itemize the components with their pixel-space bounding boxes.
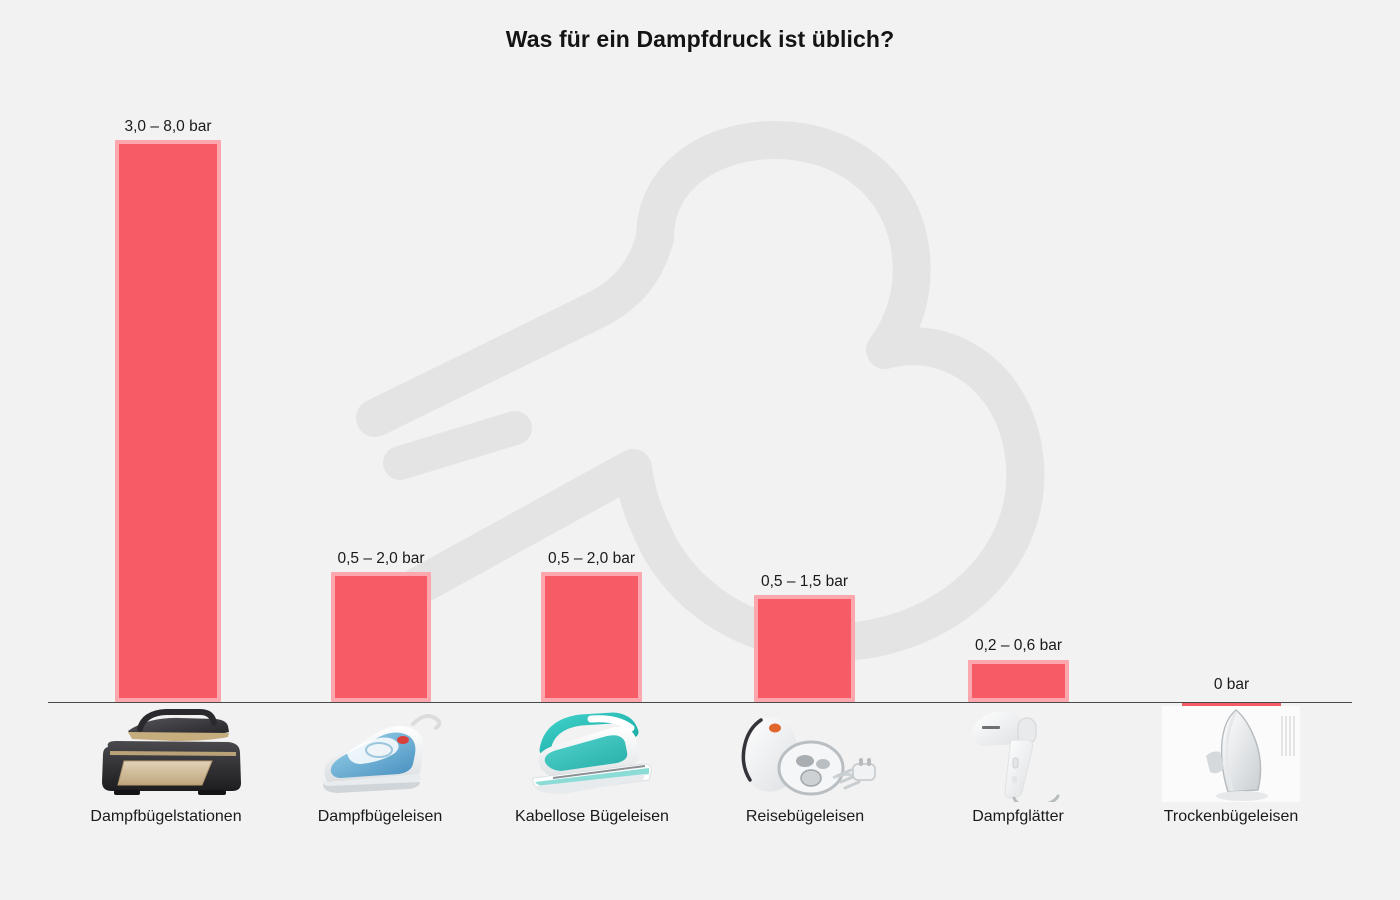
kabelloses-buegeleisen-photo <box>525 706 667 801</box>
bar-group-5: 0 bar <box>1182 676 1281 708</box>
bar-value-label: 3,0 – 8,0 bar <box>124 118 212 135</box>
cat-label-reisebuegeleisen: Reisebügeleisen <box>745 808 865 825</box>
cat-label-dampfbuegelstationen: Dampfbügelstationen <box>90 808 242 825</box>
bar-kabellose-buegeleisen[interactable] <box>541 572 642 702</box>
bar-dampfbuegeleisen[interactable] <box>331 572 431 702</box>
bar-dampfbuegelstationen[interactable] <box>115 140 221 702</box>
bar-group-4: 0,2 – 0,6 bar <box>968 637 1069 702</box>
cat-label-trockenbuegeleisen: Trockenbügeleisen <box>1163 808 1299 825</box>
bar-group-1: 0,5 – 2,0 bar <box>331 550 431 702</box>
bar-group-0: 3,0 – 8,0 bar <box>115 118 221 702</box>
chart-title: Was für ein Dampfdruck ist üblich? <box>505 26 895 52</box>
bar-value-label: 0,5 – 2,0 bar <box>337 550 425 567</box>
cat-label-kabellose-buegeleisen: Kabellose Bügeleisen <box>515 808 669 825</box>
dampfbuegeleisen-photo <box>317 706 457 801</box>
reisebuegeleisen-photo <box>733 706 883 802</box>
trockenbuegeleisen-photo <box>1162 706 1300 802</box>
bar-value-label: 0,2 – 0,6 bar <box>974 637 1063 654</box>
x-axis-line <box>48 702 1352 703</box>
bar-value-label: 0,5 – 2,0 bar <box>547 550 636 567</box>
bar-group-3: 0,5 – 1,5 bar <box>754 573 855 702</box>
dampfglaetter-photo <box>962 706 1074 802</box>
cat-label-dampfbuegeleisen: Dampfbügeleisen <box>317 808 443 825</box>
bar-dampfglaetter[interactable] <box>968 660 1069 702</box>
bar-value-label: 0,5 – 1,5 bar <box>760 573 849 590</box>
cat-label-dampfglaetter: Dampfglätter <box>972 808 1064 825</box>
bar-group-2: 0,5 – 2,0 bar <box>541 550 642 702</box>
dampfbuegelstation-photo <box>88 703 248 801</box>
bar-reisebuegeleisen[interactable] <box>754 595 855 702</box>
bar-trockenbuegeleisen[interactable] <box>1182 702 1281 708</box>
bar-value-label: 0 bar <box>1213 676 1250 693</box>
